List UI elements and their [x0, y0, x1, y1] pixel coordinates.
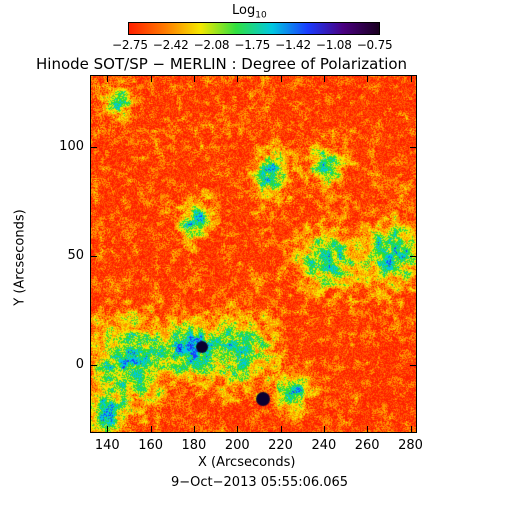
x-tick-mark [323, 426, 325, 433]
x-tick-mark [410, 426, 412, 433]
x-tick-mark [150, 426, 152, 433]
x-tick-mark [280, 426, 282, 433]
x-tick-mark [107, 75, 109, 82]
x-tick-mark [193, 426, 195, 433]
polarization-map-image [90, 75, 417, 433]
x-tick-label: 160 [138, 438, 164, 453]
y-tick-mark [410, 256, 417, 258]
y-axis-label: Y (Arcseconds) [12, 209, 28, 306]
x-tick-label: 260 [354, 438, 380, 453]
y-tick-mark [410, 147, 417, 149]
x-tick-label: 280 [398, 438, 423, 453]
x-tick-mark [107, 426, 109, 433]
colorbar-tick-label: −2.08 [193, 38, 230, 52]
x-tick-mark [193, 75, 195, 82]
colorbar-tick-labels: −2.75 −2.42 −2.08 −1.75 −1.42 −1.08 −0.75 [112, 38, 402, 52]
y-tick-label: 100 [59, 139, 84, 155]
x-tick-label: 200 [224, 438, 250, 453]
y-tick-mark [410, 365, 417, 367]
y-tick-mark [90, 147, 97, 149]
colorbar-tick-label: −1.08 [315, 38, 352, 52]
colorbar-tick-label: −2.42 [152, 38, 189, 52]
y-tick-mark [90, 256, 97, 258]
x-tick-mark [280, 75, 282, 82]
x-tick-mark [237, 75, 239, 82]
timestamp: 9−Oct−2013 05:55:06.065 [171, 475, 349, 490]
x-axis-label: X (Arcseconds) [198, 455, 296, 470]
y-tick-label: 50 [67, 248, 84, 264]
y-tick-label: 0 [75, 357, 84, 373]
x-tick-mark [323, 75, 325, 82]
x-tick-mark [410, 75, 412, 82]
colorbar-tick-label: −0.75 [356, 38, 393, 52]
colorbar-title: Log10 [232, 3, 267, 21]
colorbar-tick-label: −1.75 [234, 38, 271, 52]
x-tick-label: 240 [311, 438, 337, 453]
y-tick-mark [90, 365, 97, 367]
colorbar [128, 22, 380, 35]
x-tick-mark [367, 426, 369, 433]
x-tick-label: 180 [181, 438, 207, 453]
plot-title: Hinode SOT/SP − MERLIN : Degree of Polar… [36, 55, 408, 73]
x-tick-mark [237, 426, 239, 433]
x-tick-label: 140 [94, 438, 120, 453]
colorbar-tick-label: −2.75 [112, 38, 148, 52]
x-tick-label: 220 [268, 438, 293, 453]
colorbar-tick-label: −1.42 [275, 38, 311, 52]
x-tick-mark [150, 75, 152, 82]
x-tick-mark [367, 75, 369, 82]
